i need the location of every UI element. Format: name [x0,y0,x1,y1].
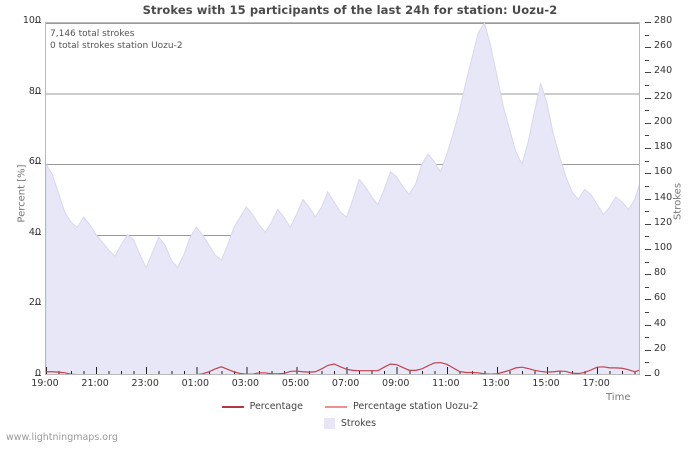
y-axis-right-tickmark [645,110,649,112]
plot-area [45,22,640,375]
x-axis-label: Time [606,392,631,403]
y-axis-left-tickmark [35,304,41,306]
x-axis-tick: 21:00 [81,378,109,389]
watermark: www.lightningmaps.org [6,432,118,443]
y-axis-right-tickmark [645,274,651,276]
y-axis-left-tickmark [35,22,41,23]
legend-item-percentage-station-uozu-2[interactable]: Percentage station Uozu-2 [325,401,478,412]
y-axis-left-tick: 20 [28,297,41,309]
x-axis-tick: 17:00 [582,378,610,389]
x-axis-tick: 19:00 [31,378,59,389]
y-axis-right-tick: 100 [654,241,673,253]
x-axis-tick: 09:00 [382,378,410,389]
y-axis-right-tickmark [645,375,651,376]
y-axis-right-tickmark [645,160,649,162]
y-axis-right-tickmark [645,362,649,364]
y-axis-right: 0 20 40 60 80 100 120 140 160 180 200 220 240 260 280 [645,0,700,450]
y-axis-right-tick: 240 [654,65,673,77]
y-axis-left-tickmark [35,163,41,165]
x-axis-tick: 23:00 [131,378,159,389]
x-axis-tick: 05:00 [281,378,310,389]
y-axis-right-tickmark [645,211,649,213]
y-axis-right-tickmark [645,122,651,124]
y-axis-right-tickmark [645,261,649,263]
y-axis-right-tick: 260 [654,40,673,52]
y-axis-left-tick: 80 [28,85,41,97]
y-axis-right-tickmark [645,173,651,175]
y-axis-right-tickmark [645,223,651,225]
y-axis-right-tickmark [645,22,651,23]
legend-item-percentage[interactable]: Percentage [221,401,304,412]
legend-label: Percentage station Uozu-2 [353,401,479,412]
y-axis-right-tick: 120 [654,216,673,228]
legend-row: Strokes [0,413,700,432]
y-axis-right-tick: 200 [654,115,673,127]
legend-label: Percentage [249,401,304,412]
y-axis-left-tick: 40 [28,226,41,238]
y-axis-right-tickmark [645,337,649,339]
y-axis-right-tickmark [645,311,649,313]
plot-svg [46,23,639,374]
x-axis-tick: 15:00 [532,378,560,389]
x-axis-tick: 07:00 [331,378,360,389]
y-axis-left-tickmark [35,233,41,235]
y-axis-left-tick: 100 [22,15,41,26]
y-axis-right-tickmark [645,135,649,137]
y-axis-right-label: Strokes [672,182,684,221]
y-axis-left-tickmark [35,375,41,376]
x-axis-tick: 01:00 [181,378,210,389]
x-axis-tick: 13:00 [482,378,510,389]
y-axis-left-label: Percent [%] [16,164,28,223]
y-axis-right-tickmark [645,236,649,238]
y-axis-right-tickmark [645,59,649,61]
y-axis-left-tickmark [35,92,41,94]
legend-item-strokes[interactable]: Strokes [323,418,377,429]
y-axis-right-tick: 280 [654,15,673,26]
y-axis-right-tick: 220 [654,90,673,102]
legend-line-icon [221,405,244,408]
y-axis-right-tick: 160 [654,166,673,178]
y-axis-left-tick: 0 [34,368,41,379]
y-axis-right-tickmark [645,198,651,200]
y-axis-right-tickmark [645,349,651,351]
y-axis-right-tick: 0 [654,368,661,379]
y-axis-right-tickmark [645,324,651,326]
x-axis-tick: 03:00 [231,378,260,389]
chart-legend: Percentage Percentage station Uozu-2 Strok… [0,396,700,430]
y-axis-right-tick: 80 [654,267,667,279]
y-axis-right-tickmark [645,148,651,150]
y-axis-right-tick: 40 [654,317,667,329]
annotation-total-strokes: 7,146 total strokes [50,29,135,39]
legend-label: Strokes [340,418,377,429]
y-axis-right-tickmark [645,299,651,301]
y-axis-right-tick: 180 [654,141,673,153]
y-axis-right-tickmark [645,185,649,187]
y-axis-left: 0 20 40 60 80 100 [0,0,41,450]
legend-row: Percentage Percentage station Uozu-2 [0,396,700,415]
y-axis-right-tick: 20 [654,342,667,354]
annotation-station-strokes: 0 total strokes station Uozu-2 [50,41,183,51]
y-axis-right-tickmark [645,248,651,250]
y-axis-left-tick: 60 [28,156,41,168]
y-axis-right-tick: 140 [654,191,673,203]
legend-line-icon [325,405,348,408]
y-axis-right-tick: 60 [654,292,667,304]
y-axis-right-tickmark [645,286,649,288]
y-axis-right-tickmark [645,47,651,49]
y-axis-right-tickmark [645,72,651,74]
page-title: Strokes with 15 participants of the last… [142,3,558,17]
x-axis-tick: 11:00 [432,378,460,389]
y-axis-right-tickmark [645,97,651,99]
y-axis-right-tickmark [645,85,649,87]
y-axis-right-tickmark [645,34,649,36]
legend-swatch-icon [323,418,335,429]
